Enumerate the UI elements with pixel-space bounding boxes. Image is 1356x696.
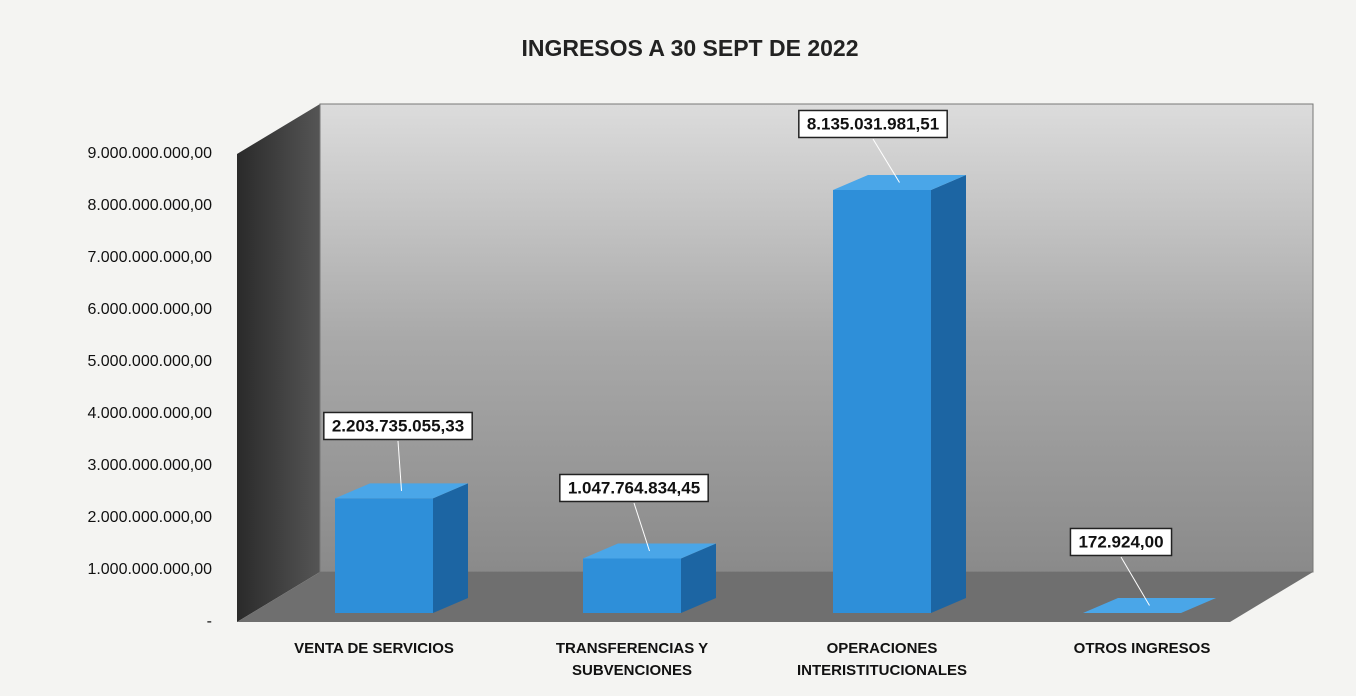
bar-side (433, 483, 468, 613)
bar-side (931, 174, 966, 613)
y-tick-label: 1.000.000.000,00 (87, 561, 212, 578)
leader-line (397, 440, 402, 491)
value-label: 8.135.031.981,51 (807, 114, 939, 133)
value-label-box (1069, 527, 1173, 557)
floor (237, 572, 1313, 622)
bar-side (681, 543, 716, 613)
value-label-box (798, 109, 948, 139)
y-tick-label: - (207, 613, 212, 630)
bar (335, 483, 468, 613)
y-tick-label: 7.000.000.000,00 (87, 249, 212, 266)
bar-front (833, 189, 931, 613)
bar-side (1181, 597, 1216, 613)
x-tick-label: TRANSFERENCIAS Y SUBVENCIONES (555, 640, 709, 679)
y-tick-label: 5.000.000.000,00 (87, 353, 212, 370)
value-label: 172.924,00 (1078, 532, 1163, 551)
bar (833, 174, 966, 613)
y-tick-label: 3.000.000.000,00 (87, 457, 212, 474)
leader-line (633, 502, 650, 552)
y-tick-label: 2.000.000.000,00 (87, 509, 212, 526)
back-wall (319, 103, 1314, 573)
bar (583, 543, 716, 613)
leader-line (872, 138, 900, 183)
value-label-box (323, 411, 473, 441)
x-tick-label: OTROS INGRESOS (1073, 640, 1211, 657)
y-tick-label: 4.000.000.000,00 (87, 405, 212, 422)
x-tick-label: OPERACIONES INTERISTITUCIONALES (796, 640, 967, 679)
x-tick-label: VENTA DE SERVICIOS (294, 640, 454, 657)
bar-front (335, 498, 433, 613)
y-tick-label: 6.000.000.000,00 (87, 301, 212, 318)
value-label: 2.203.735.055,33 (332, 416, 464, 435)
leader-line (1120, 556, 1150, 606)
value-label: 1.047.764.834,45 (568, 478, 700, 497)
value-label-box (559, 473, 709, 503)
y-tick-label: 8.000.000.000,00 (87, 197, 212, 214)
side-wall (237, 104, 320, 622)
y-tick-label: 9.000.000.000,00 (87, 145, 212, 162)
bar-front (583, 558, 681, 613)
chart-title: INGRESOS A 30 SEPT DE 2022 (521, 35, 858, 61)
